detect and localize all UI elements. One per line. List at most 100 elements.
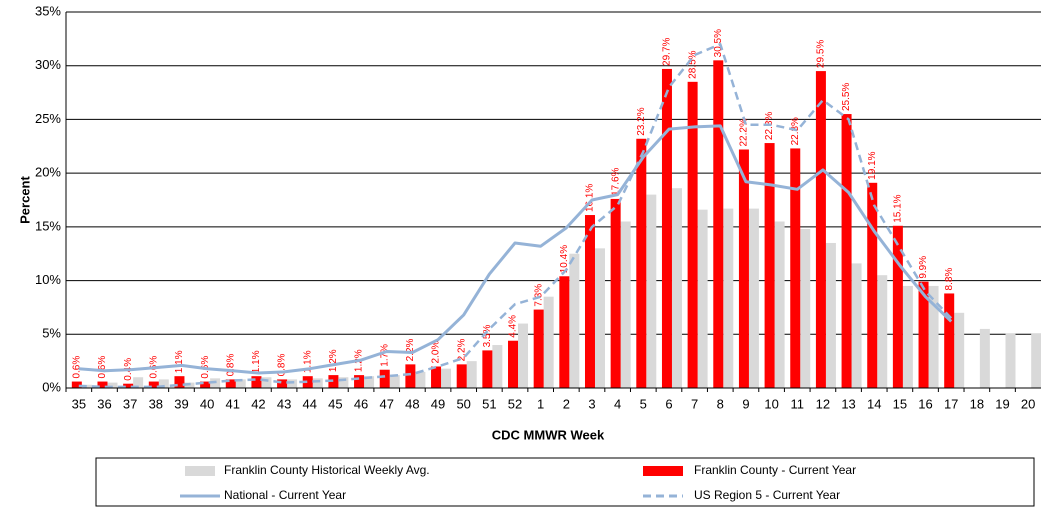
bar	[71, 381, 82, 388]
bar	[235, 379, 246, 388]
bar	[892, 225, 903, 388]
bar	[261, 377, 272, 388]
bar	[569, 253, 580, 388]
bar	[697, 209, 708, 388]
data-label: 3.5%	[482, 324, 493, 347]
legend-box	[95, 457, 1035, 507]
bar	[543, 296, 554, 388]
data-label: 22.3%	[790, 117, 801, 145]
y-tick-label: 15%	[35, 218, 61, 233]
bar	[944, 293, 955, 388]
bar	[97, 381, 108, 388]
x-tick-label: 5	[640, 396, 647, 411]
x-tick-label: 6	[665, 396, 672, 411]
x-tick-label: 3	[588, 396, 595, 411]
x-tick-label: 37	[123, 396, 137, 411]
bar	[671, 188, 682, 388]
bar	[661, 68, 672, 389]
bar	[918, 281, 929, 388]
bar	[379, 369, 390, 388]
bar	[287, 379, 298, 388]
data-label: 2.0%	[431, 341, 442, 364]
data-label: 2.2%	[456, 338, 467, 361]
bar	[456, 364, 467, 388]
y-tick-label: 5%	[42, 326, 61, 341]
bar	[508, 340, 519, 388]
bar	[954, 312, 965, 388]
data-label: 17.6%	[610, 167, 621, 195]
data-label: 1.2%	[328, 349, 339, 372]
y-tick-label: 30%	[35, 57, 61, 72]
legend-label: Franklin County Historical Weekly Avg.	[224, 463, 430, 477]
bar	[81, 384, 92, 388]
bar	[225, 379, 236, 388]
bar	[815, 71, 826, 388]
bar	[1005, 333, 1016, 388]
bar	[466, 361, 477, 388]
bar	[148, 381, 159, 388]
legend-swatch	[643, 466, 683, 476]
legend-swatch	[185, 466, 215, 476]
bar	[200, 381, 211, 388]
x-tick-label: 51	[482, 396, 496, 411]
bar	[302, 376, 313, 388]
bar	[738, 149, 749, 388]
bar	[979, 328, 990, 388]
x-tick-label: 10	[764, 396, 778, 411]
data-label: 16.1%	[585, 184, 596, 212]
x-tick-label: 15	[893, 396, 907, 411]
data-label: 1.1%	[302, 350, 313, 373]
bar	[364, 376, 375, 388]
data-label: 0.6%	[97, 356, 108, 379]
data-label: 25.5%	[841, 83, 852, 111]
y-tick-label: 35%	[35, 3, 61, 18]
y-tick-label: 0%	[42, 379, 61, 394]
bar	[107, 382, 118, 388]
data-label: 9.9%	[918, 256, 929, 279]
data-label: 19.1%	[867, 151, 878, 179]
bar	[636, 138, 647, 388]
x-tick-label: 8	[717, 396, 724, 411]
line	[78, 42, 953, 389]
x-tick-label: 47	[379, 396, 393, 411]
bar	[687, 81, 698, 388]
bar	[646, 194, 657, 388]
bar	[158, 379, 169, 388]
bar	[389, 375, 400, 388]
bar	[877, 275, 888, 388]
bar	[851, 263, 862, 388]
bar	[584, 215, 595, 388]
x-tick-label: 36	[97, 396, 111, 411]
x-tick-label: 4	[614, 396, 621, 411]
data-label: 0.8%	[225, 354, 236, 377]
data-label: 1.1%	[174, 350, 185, 373]
x-tick-label: 39	[174, 396, 188, 411]
bar	[800, 229, 811, 388]
bar	[594, 248, 605, 388]
data-label: 0.8%	[277, 354, 288, 377]
bar	[354, 375, 365, 388]
bar	[174, 376, 185, 388]
bar	[431, 366, 442, 388]
x-tick-label: 44	[303, 396, 317, 411]
legend-label: National - Current Year	[224, 488, 346, 502]
y-tick-label: 20%	[35, 165, 61, 180]
data-label: 29.7%	[662, 37, 673, 65]
x-tick-label: 52	[508, 396, 522, 411]
bar	[764, 143, 775, 388]
x-tick-label: 17	[944, 396, 958, 411]
data-label: 4.4%	[508, 315, 519, 338]
x-tick-label: 9	[742, 396, 749, 411]
bar	[620, 221, 631, 388]
bar	[251, 376, 262, 388]
x-tick-label: 7	[691, 396, 698, 411]
x-tick-label: 40	[200, 396, 214, 411]
x-tick-label: 49	[431, 396, 445, 411]
bar	[902, 285, 913, 388]
x-tick-label: 14	[867, 396, 881, 411]
bar	[338, 377, 349, 388]
bar	[482, 350, 493, 388]
bar	[518, 323, 529, 388]
bar	[841, 114, 852, 389]
